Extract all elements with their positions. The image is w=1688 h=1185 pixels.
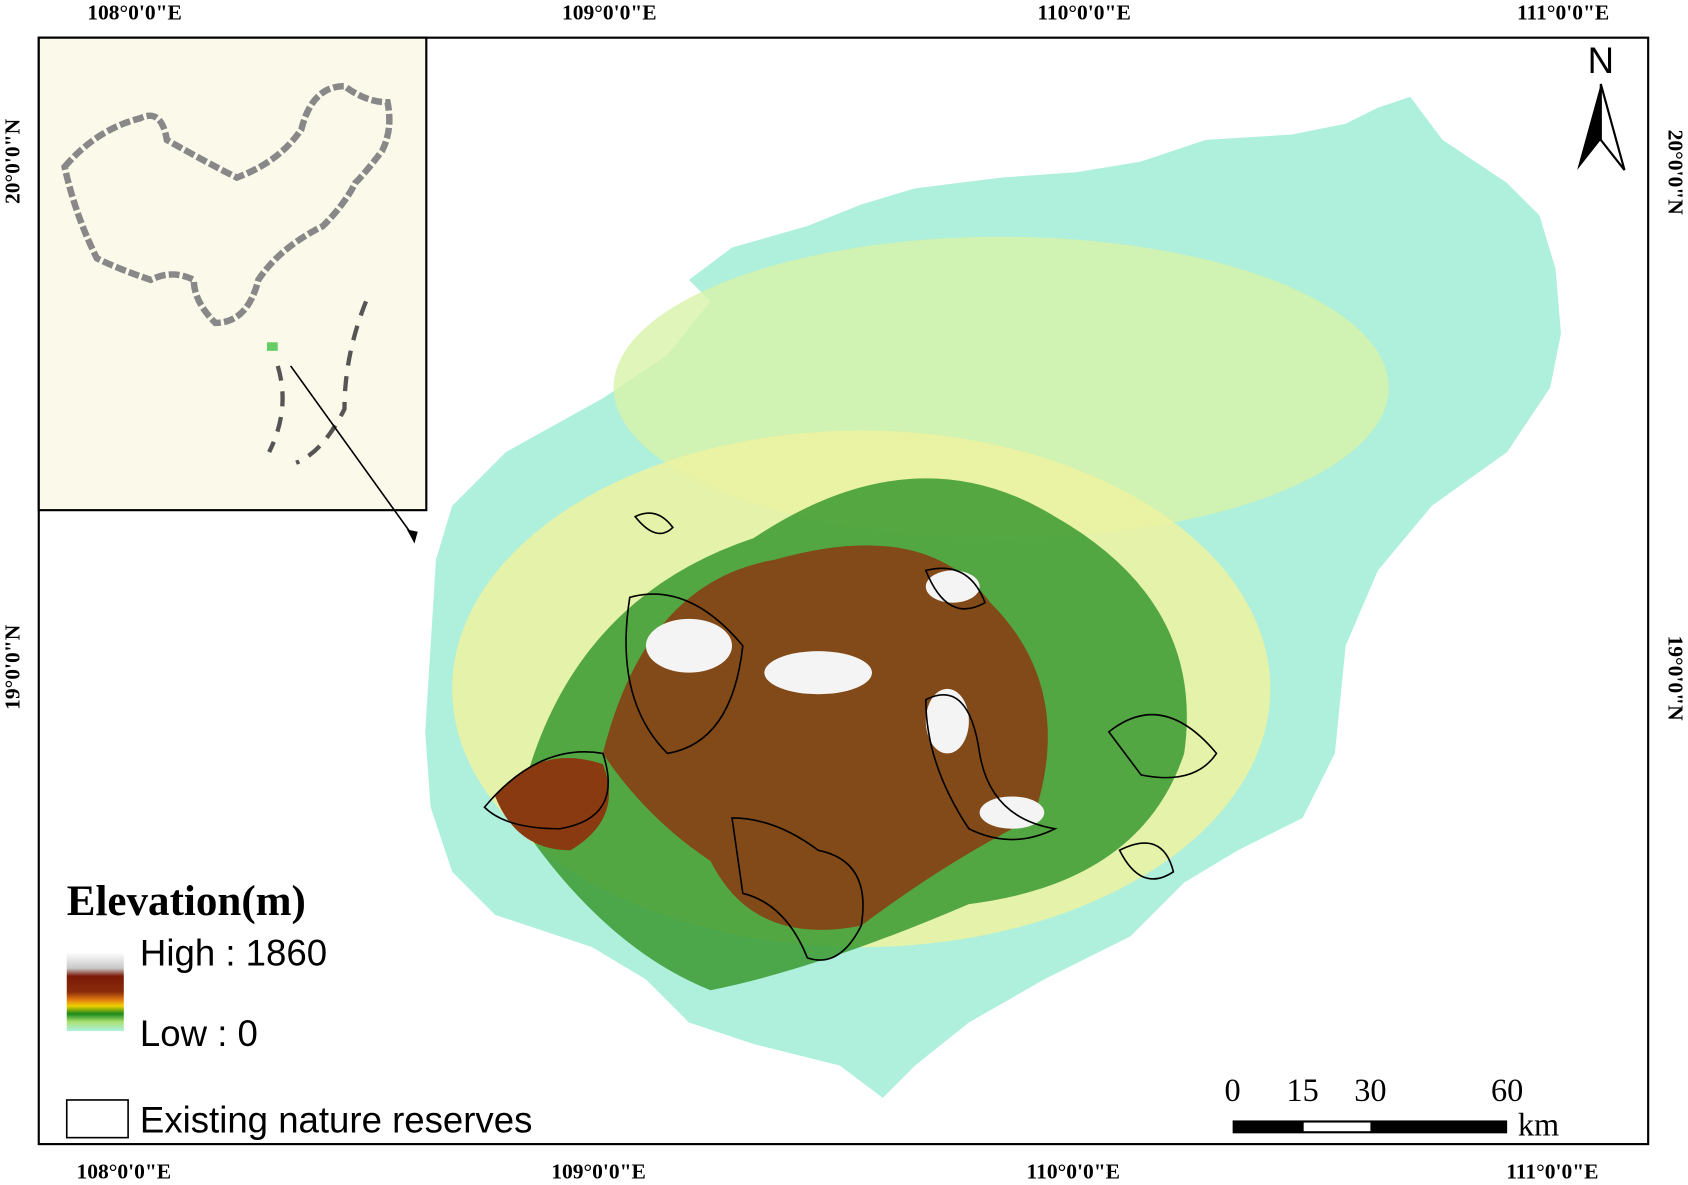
elevation-ramp bbox=[66, 952, 124, 1032]
top-coord: 109°0'0"E bbox=[562, 0, 657, 24]
legend-high: High : 1860 bbox=[140, 932, 327, 973]
right-coord: 19°0'0"N bbox=[1664, 636, 1688, 722]
left-coord: 20°0'0"N bbox=[0, 118, 24, 204]
map-frame bbox=[37, 36, 1650, 1146]
north-arrow: N bbox=[1577, 40, 1626, 171]
top-coord: 111°0'0"E bbox=[1517, 0, 1609, 24]
bottom-coord: 108°0'0"E bbox=[76, 1160, 171, 1184]
top-coord: 110°0'0"E bbox=[1037, 0, 1130, 24]
bottom-coord: 111°0'0"E bbox=[1506, 1160, 1598, 1184]
top-coord: 108°0'0"E bbox=[87, 0, 182, 24]
scale-bar: 0 15 30 60 km bbox=[1225, 1072, 1560, 1142]
scale-tick: 60 bbox=[1491, 1072, 1523, 1108]
left-coord: 19°0'0"N bbox=[0, 624, 24, 710]
scale-tick: 0 bbox=[1225, 1072, 1241, 1108]
island bbox=[425, 96, 1561, 1098]
bottom-coord: 109°0'0"E bbox=[551, 1160, 646, 1184]
legend-low: Low : 0 bbox=[140, 1013, 258, 1054]
north-label: N bbox=[1588, 40, 1614, 81]
reserve-swatch bbox=[65, 1099, 129, 1139]
scale-tick: 30 bbox=[1354, 1072, 1386, 1108]
scale-tick: 15 bbox=[1286, 1072, 1318, 1108]
right-coord: 20°0'0"N bbox=[1664, 130, 1688, 216]
bottom-coord: 110°0'0"E bbox=[1027, 1160, 1120, 1184]
scale-unit: km bbox=[1518, 1106, 1559, 1142]
legend-reserves: Existing nature reserves bbox=[140, 1099, 532, 1140]
inset-map bbox=[37, 36, 428, 544]
legend: Elevation(m) High : 1860 Low : 0 Existin… bbox=[65, 878, 532, 1140]
legend-title: Elevation(m) bbox=[67, 878, 306, 925]
